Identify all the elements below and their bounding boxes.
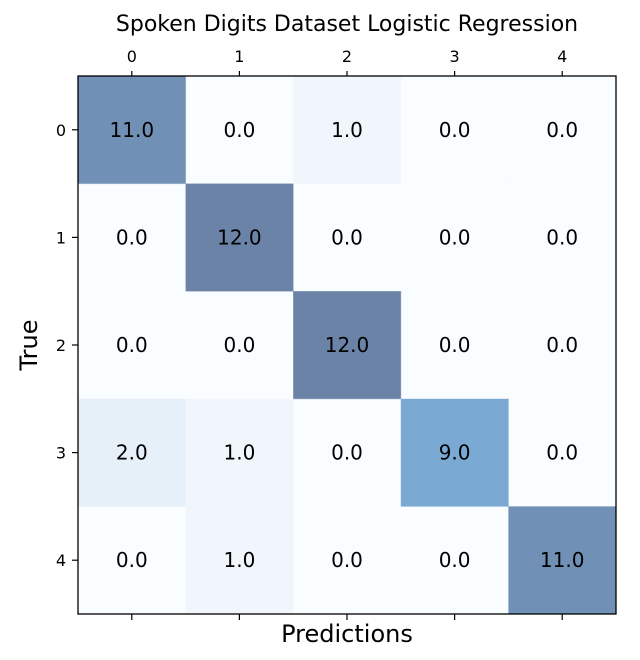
cell-value-label: 0.0 (116, 548, 148, 572)
heatmap-cell (78, 183, 187, 292)
cell-value-label: 0.0 (223, 118, 255, 142)
heatmap-cell (400, 76, 509, 185)
cell-value-label: 1.0 (223, 441, 255, 465)
cell-value-labels: 11.0 0.0 1.0 0.0 0.0 0.0 12.0 0.0 0.0 0.0 0.0 0.0 12… (110, 118, 585, 572)
heatmap-cell (293, 398, 402, 507)
heatmap-cell (293, 76, 402, 185)
y-tick-label: 4 (56, 551, 66, 570)
cell-value-label: 0.0 (331, 548, 363, 572)
heatmap-cell (78, 291, 187, 400)
heatmap-cell (400, 506, 509, 615)
heatmap-cell (185, 76, 294, 185)
cell-value-label: 1.0 (223, 548, 255, 572)
x-tick-label: 0 (127, 47, 137, 66)
heatmap-cell (78, 398, 187, 507)
heatmap-cell (508, 76, 617, 185)
cell-value-label: 0.0 (331, 225, 363, 249)
cell-value-label: 11.0 (540, 548, 585, 572)
heatmap-cell (185, 183, 294, 292)
cell-value-label: 0.0 (116, 333, 148, 357)
cell-value-label: 2.0 (116, 441, 148, 465)
cell-value-label: 12.0 (325, 333, 370, 357)
cell-value-label: 0.0 (439, 548, 471, 572)
x-tick-label: 4 (557, 47, 567, 66)
cell-value-label: 0.0 (546, 118, 578, 142)
cell-value-label: 0.0 (546, 225, 578, 249)
heatmap-cell (78, 506, 187, 615)
heatmap-cell (293, 291, 402, 400)
cell-value-label: 12.0 (217, 225, 262, 249)
heatmap-cell (78, 76, 187, 185)
y-axis-label: True (15, 320, 43, 372)
heatmap-cell (185, 398, 294, 507)
heatmap-cell (508, 183, 617, 292)
heatmap-cell (400, 183, 509, 292)
heatmap-cell (293, 183, 402, 292)
cell-value-label: 0.0 (546, 333, 578, 357)
y-tick-label: 0 (56, 121, 66, 140)
chart-title: Spoken Digits Dataset Logistic Regressio… (116, 12, 578, 37)
x-axis-ticks: 0 1 2 3 4 (127, 47, 567, 620)
x-axis-label: Predictions (281, 620, 413, 648)
heatmap-cell (185, 291, 294, 400)
cell-value-label: 9.0 (439, 441, 471, 465)
cell-value-label: 11.0 (110, 118, 155, 142)
y-tick-label: 1 (56, 228, 66, 247)
heatmap-cell (400, 291, 509, 400)
heatmap-cells (78, 76, 617, 615)
x-tick-label: 3 (450, 47, 460, 66)
y-axis-ticks: 0 1 2 3 4 (56, 121, 78, 570)
cell-value-label: 0.0 (116, 225, 148, 249)
heatmap-cell (293, 506, 402, 615)
cell-value-label: 0.0 (439, 118, 471, 142)
heatmap-cell (185, 506, 294, 615)
cell-value-label: 0.0 (546, 441, 578, 465)
cell-value-label: 1.0 (331, 118, 363, 142)
y-tick-label: 2 (56, 336, 66, 355)
cell-value-label: 0.0 (439, 333, 471, 357)
x-tick-label: 2 (342, 47, 352, 66)
y-tick-label: 3 (56, 444, 66, 463)
heatmap-cell (400, 398, 509, 507)
cell-value-label: 0.0 (223, 333, 255, 357)
heatmap-cell (508, 291, 617, 400)
cell-value-label: 0.0 (439, 225, 471, 249)
heatmap-cell (508, 398, 617, 507)
x-tick-label: 1 (234, 47, 244, 66)
cell-value-label: 0.0 (331, 441, 363, 465)
heatmap-cell (508, 506, 617, 615)
